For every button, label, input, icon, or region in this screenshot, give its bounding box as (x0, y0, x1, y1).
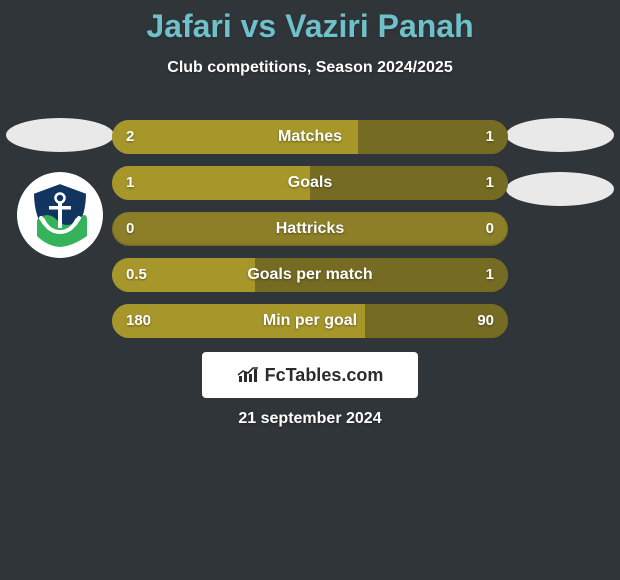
player-photo-placeholder (506, 118, 614, 152)
club-logo-left (17, 172, 103, 258)
brand-badge: FcTables.com (202, 352, 418, 398)
stat-metric-label: Matches (112, 120, 508, 154)
subtitle: Club competitions, Season 2024/2025 (0, 59, 620, 77)
stat-row: 0.51Goals per match (112, 258, 508, 292)
stat-metric-label: Min per goal (112, 304, 508, 338)
stat-row: 11Goals (112, 166, 508, 200)
bar-chart-icon (237, 366, 259, 384)
stat-row: 18090Min per goal (112, 304, 508, 338)
left-player-badges (6, 118, 114, 258)
right-player-badges (506, 118, 614, 206)
club-logo-placeholder (506, 172, 614, 206)
stat-metric-label: Goals per match (112, 258, 508, 292)
comparison-infographic: Jafari vs Vaziri Panah Club competitions… (0, 0, 620, 580)
stat-metric-label: Hattricks (112, 212, 508, 246)
brand-label: FcTables.com (265, 365, 384, 386)
stat-row: 00Hattricks (112, 212, 508, 246)
stat-rows: 21Matches 11Goals 00Hattricks 0.51Goals per… (112, 120, 508, 338)
anchor-crest-icon (25, 180, 95, 250)
date-label: 21 september 2024 (0, 410, 620, 428)
stat-row: 21Matches (112, 120, 508, 154)
stat-metric-label: Goals (112, 166, 508, 200)
player-photo-placeholder (6, 118, 114, 152)
page-title: Jafari vs Vaziri Panah (0, 0, 620, 45)
